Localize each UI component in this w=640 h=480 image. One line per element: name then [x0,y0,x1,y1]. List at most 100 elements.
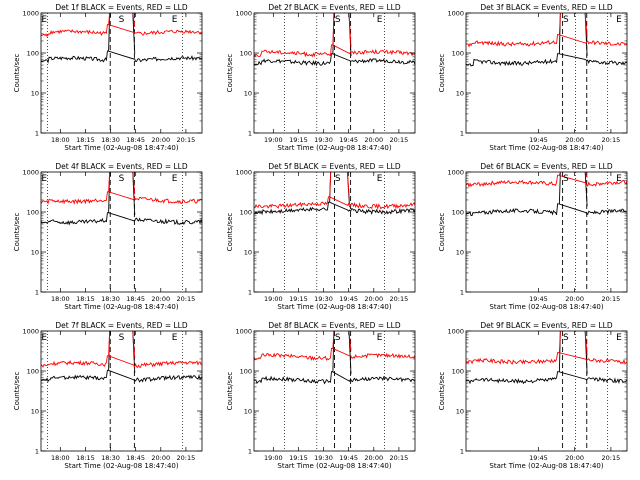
event-marker: E [616,333,622,343]
x-axis-label: Start Time (02-Aug-08 18:47:40) [277,144,391,152]
series-spike-rise [332,330,335,349]
x-axis-label: Start Time (02-Aug-08 18:47:40) [489,462,603,470]
series-spike-fall [584,330,588,355]
event-marker: E [41,174,47,184]
y-tick-label: 10 [456,89,464,97]
plot-frame [465,171,628,293]
chart-title: Det 8f BLACK = Events, RED = LLD [268,321,401,330]
x-tick-label: 19:00 [264,136,283,144]
series-spike-fall [348,12,352,48]
chart-title: Det 9f BLACK = Events, RED = LLD [480,321,613,330]
y-tick-label: 1000 [22,327,39,335]
x-tick-label: 19:45 [339,136,358,144]
plot-frame [253,12,416,134]
y-tick-label: 100 [240,49,252,57]
series-spike-fall [132,12,136,28]
event-marker: E [377,15,383,25]
y-tick-label: 1000 [235,168,252,176]
y-tick-label: 1000 [235,9,252,17]
y-tick-label: 10 [31,407,39,415]
y-tick-label: 100 [240,367,252,375]
chart-panel-4: Det 4f BLACK = Events, RED = LLD 1 10 100 10… [13,162,203,311]
y-tick-label: 1000 [22,168,39,176]
y-tick-label: 1 [460,129,464,137]
x-tick-label: 18:45 [126,454,145,462]
x-axis-label: Start Time (02-Aug-08 18:47:40) [489,303,603,311]
x-tick-label: 20:00 [364,454,383,462]
y-tick-label: 1 [35,129,39,137]
y-tick-label: 100 [452,367,464,375]
series-spike-rise [558,12,561,35]
event-marker: E [41,333,47,343]
y-tick-label: 1000 [447,327,464,335]
event-marker: E [377,174,383,184]
x-tick-label: 19:45 [529,295,548,303]
series-line-events [465,371,628,385]
x-tick-label: 19:30 [314,295,333,303]
y-axis-label: Counts/sec [438,213,446,252]
x-tick-label: 20:15 [177,454,196,462]
y-tick-label: 1 [248,447,252,455]
y-tick-label: 10 [244,89,252,97]
chart-panel-5: Det 5f BLACK = Events, RED = LLD 1 10 100 10… [226,162,416,311]
y-axis-label: Counts/sec [13,54,21,93]
chart-title: Det 2f BLACK = Events, RED = LLD [268,3,401,12]
x-tick-label: 19:45 [529,454,548,462]
chart-panel-8: Det 8f BLACK = Events, RED = LLD 1 10 100 10… [226,321,416,470]
series-spike-rise [329,171,332,197]
series-spike-fall [132,330,136,359]
plot-frame [253,171,416,293]
x-tick-label: 19:00 [264,295,283,303]
y-tick-label: 1 [35,447,39,455]
x-axis-label: Start Time (02-Aug-08 18:47:40) [64,144,178,152]
plot-frame [465,330,628,452]
chart-title: Det 4f BLACK = Events, RED = LLD [55,162,188,171]
series-spike-fall [132,12,136,54]
y-tick-label: 1000 [447,168,464,176]
y-tick-label: 1 [248,288,252,296]
series-spike-fall [132,171,136,195]
x-tick-label: 18:00 [51,136,70,144]
y-axis-label: Counts/sec [226,54,234,93]
x-tick-label: 18:30 [101,136,120,144]
x-tick-label: 18:45 [126,295,145,303]
series-spike-fall [346,171,350,200]
chart-title: Det 7f BLACK = Events, RED = LLD [55,321,188,330]
x-axis-label: Start Time (02-Aug-08 18:47:40) [489,144,603,152]
x-axis-label: Start Time (02-Aug-08 18:47:40) [64,303,178,311]
y-tick-label: 10 [244,248,252,256]
y-axis-label: Counts/sec [226,372,234,411]
series-line-events [465,203,628,216]
y-tick-label: 100 [27,367,39,375]
y-tick-label: 1 [460,447,464,455]
y-tick-label: 100 [452,49,464,57]
x-tick-label: 20:15 [177,136,196,144]
event-marker: S [119,15,125,25]
y-axis-label: Counts/sec [226,213,234,252]
y-tick-label: 1000 [235,327,252,335]
x-tick-label: 18:15 [76,136,95,144]
y-tick-label: 1000 [22,9,39,17]
chart-panel-7: Det 7f BLACK = Events, RED = LLD 1 10 100 10… [13,321,203,470]
series-spike-rise [108,171,111,192]
x-tick-label: 20:15 [390,295,409,303]
series-line-events [465,53,628,67]
x-tick-label: 18:15 [76,454,95,462]
x-tick-label: 19:45 [339,295,358,303]
series-line-lld [253,44,416,58]
x-tick-label: 19:45 [529,136,548,144]
y-tick-label: 1000 [447,9,464,17]
y-tick-label: 100 [452,208,464,216]
x-tick-label: 20:15 [390,136,409,144]
x-axis-label: Start Time (02-Aug-08 18:47:40) [277,462,391,470]
x-tick-label: 20:00 [565,454,584,462]
series-line-lld [465,34,628,48]
series-spike-fall [584,171,588,207]
plot-frame [40,330,203,452]
chart-panel-2: Det 2f BLACK = Events, RED = LLD 1 10 100 10… [226,3,416,152]
series-line-lld [465,352,628,365]
series-line-events [253,53,416,67]
y-tick-label: 10 [31,248,39,256]
y-axis-label: Counts/sec [13,213,21,252]
